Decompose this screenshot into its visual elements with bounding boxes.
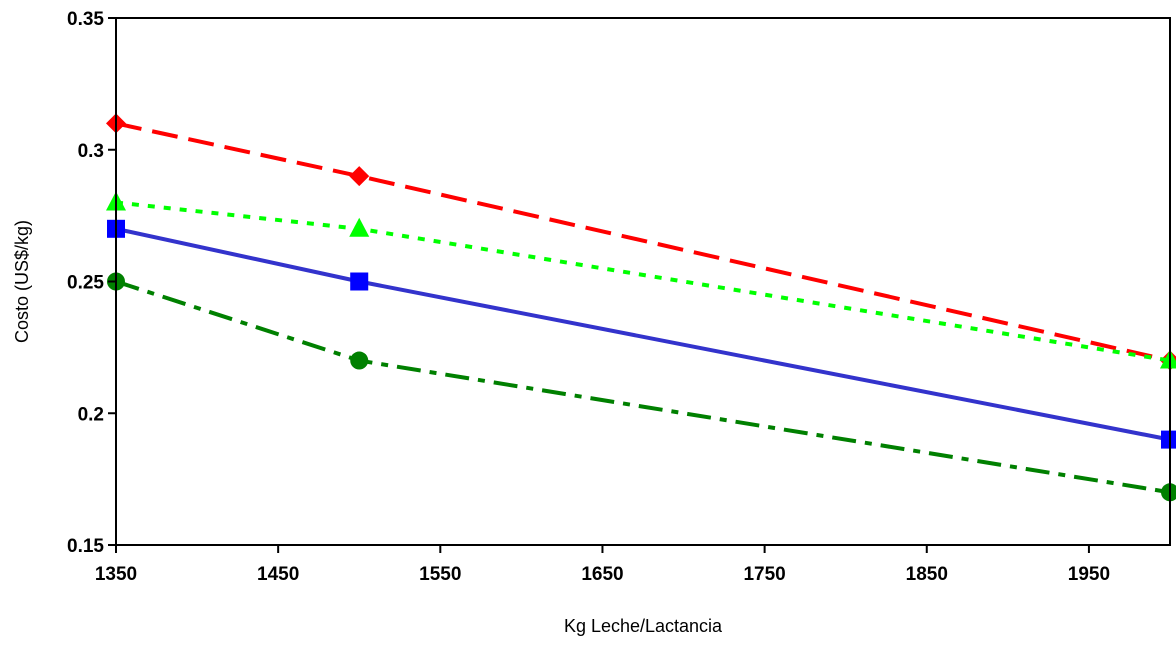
data-point (349, 218, 369, 237)
series-line (116, 123, 1170, 360)
x-tick-label: 1650 (581, 564, 623, 585)
x-axis-title: Kg Leche/Lactancia (564, 616, 723, 636)
data-point (1161, 431, 1176, 449)
y-axis-title: Costo (US$/kg) (12, 220, 32, 343)
series-line (116, 282, 1170, 493)
y-tick-label: 0.15 (67, 536, 104, 557)
y-tick-label: 0.35 (67, 9, 104, 30)
x-axis-ticks: 1350 1450 1550 1650 1750 1850 1950 (95, 545, 1110, 585)
x-tick-label: 1550 (419, 564, 461, 585)
y-tick-label: 0.25 (67, 273, 104, 294)
data-point (349, 166, 369, 186)
series-4 (107, 273, 1176, 502)
y-tick-label: 0.2 (78, 404, 104, 425)
x-tick-label: 1950 (1068, 564, 1110, 585)
data-point (350, 352, 368, 370)
series-2 (106, 191, 1176, 368)
x-tick-label: 1750 (743, 564, 785, 585)
data-point (1161, 483, 1176, 501)
series-layer (106, 113, 1176, 501)
y-tick-label: 0.3 (78, 141, 104, 162)
x-tick-label: 1350 (95, 564, 137, 585)
x-tick-label: 1450 (257, 564, 299, 585)
x-tick-label: 1850 (906, 564, 948, 585)
series-3 (107, 220, 1176, 449)
data-point (350, 273, 368, 291)
